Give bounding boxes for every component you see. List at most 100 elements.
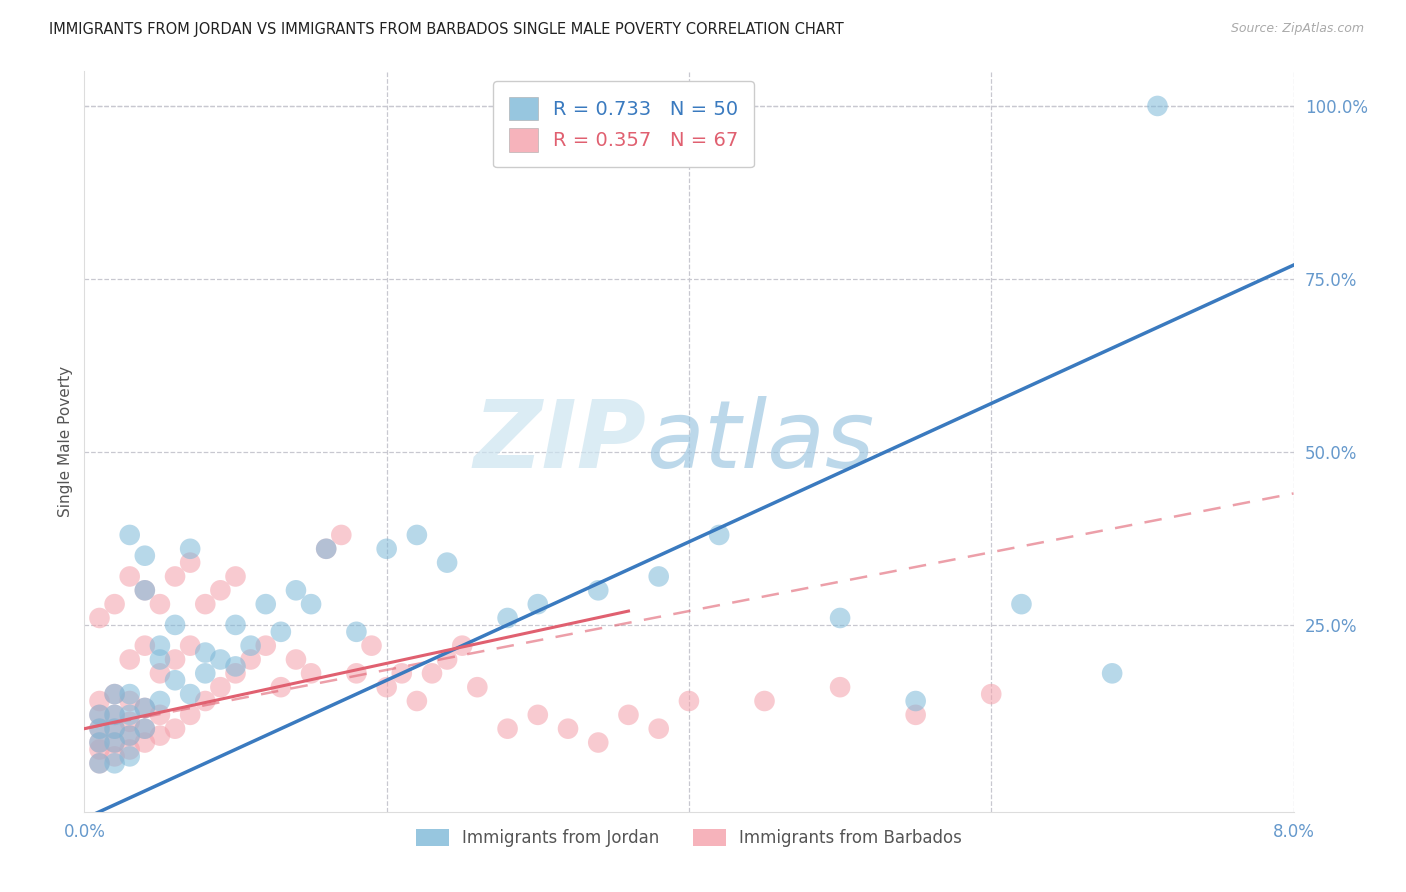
Point [904,694,927,708]
Point [285,652,308,666]
Point [527,597,550,611]
Point [89,722,111,736]
Point [118,528,141,542]
Point [467,680,489,694]
Point [194,597,217,611]
Point [285,583,308,598]
Point [134,639,156,653]
Point [406,528,429,542]
Point [118,729,141,743]
Point [1146,99,1168,113]
Point [315,541,337,556]
Point [104,707,127,722]
Point [104,735,127,749]
Point [149,597,172,611]
Point [118,707,141,722]
Point [104,687,127,701]
Point [118,714,141,729]
Point [134,722,156,736]
Text: ZIP: ZIP [474,395,647,488]
Point [118,694,141,708]
Point [588,735,610,749]
Point [980,687,1002,701]
Point [179,687,201,701]
Point [225,618,247,632]
Point [270,680,292,694]
Point [315,541,337,556]
Point [830,680,852,694]
Point [299,597,322,611]
Point [346,666,368,681]
Point [254,597,277,611]
Point [360,639,382,653]
Point [194,666,217,681]
Point [225,569,247,583]
Point [118,652,141,666]
Point [299,666,322,681]
Point [1101,666,1123,681]
Point [118,729,141,743]
Point [346,624,368,639]
Point [225,666,247,681]
Y-axis label: Single Male Poverty: Single Male Poverty [58,366,73,517]
Point [165,722,187,736]
Point [134,583,156,598]
Point [104,722,127,736]
Point [165,673,187,688]
Point [179,639,201,653]
Text: IMMIGRANTS FROM JORDAN VS IMMIGRANTS FROM BARBADOS SINGLE MALE POVERTY CORRELATI: IMMIGRANTS FROM JORDAN VS IMMIGRANTS FRO… [49,22,844,37]
Point [89,756,111,771]
Point [179,556,201,570]
Point [239,639,262,653]
Point [104,735,127,749]
Point [104,597,127,611]
Point [239,652,262,666]
Point [118,687,141,701]
Point [149,694,172,708]
Point [391,666,413,681]
Point [1011,597,1033,611]
Point [149,707,172,722]
Point [179,707,201,722]
Point [165,569,187,583]
Point [149,639,172,653]
Point [89,722,111,736]
Point [496,722,519,736]
Point [225,659,247,673]
Point [254,639,277,653]
Point [149,652,172,666]
Point [134,583,156,598]
Point [89,756,111,771]
Point [89,742,111,756]
Point [104,707,127,722]
Legend: Immigrants from Jordan, Immigrants from Barbados: Immigrants from Jordan, Immigrants from … [408,821,970,855]
Point [588,583,610,598]
Point [375,680,398,694]
Point [406,694,429,708]
Point [179,541,201,556]
Point [270,624,292,639]
Point [678,694,700,708]
Point [436,652,458,666]
Point [209,680,232,694]
Point [118,569,141,583]
Text: atlas: atlas [647,396,875,487]
Point [104,722,127,736]
Point [496,611,519,625]
Point [134,722,156,736]
Point [375,541,398,556]
Point [165,618,187,632]
Point [648,722,671,736]
Point [194,694,217,708]
Point [709,528,731,542]
Point [89,707,111,722]
Point [451,639,474,653]
Point [104,749,127,764]
Point [149,729,172,743]
Point [209,652,232,666]
Point [904,707,927,722]
Text: Source: ZipAtlas.com: Source: ZipAtlas.com [1230,22,1364,36]
Point [527,707,550,722]
Point [617,707,640,722]
Point [420,666,443,681]
